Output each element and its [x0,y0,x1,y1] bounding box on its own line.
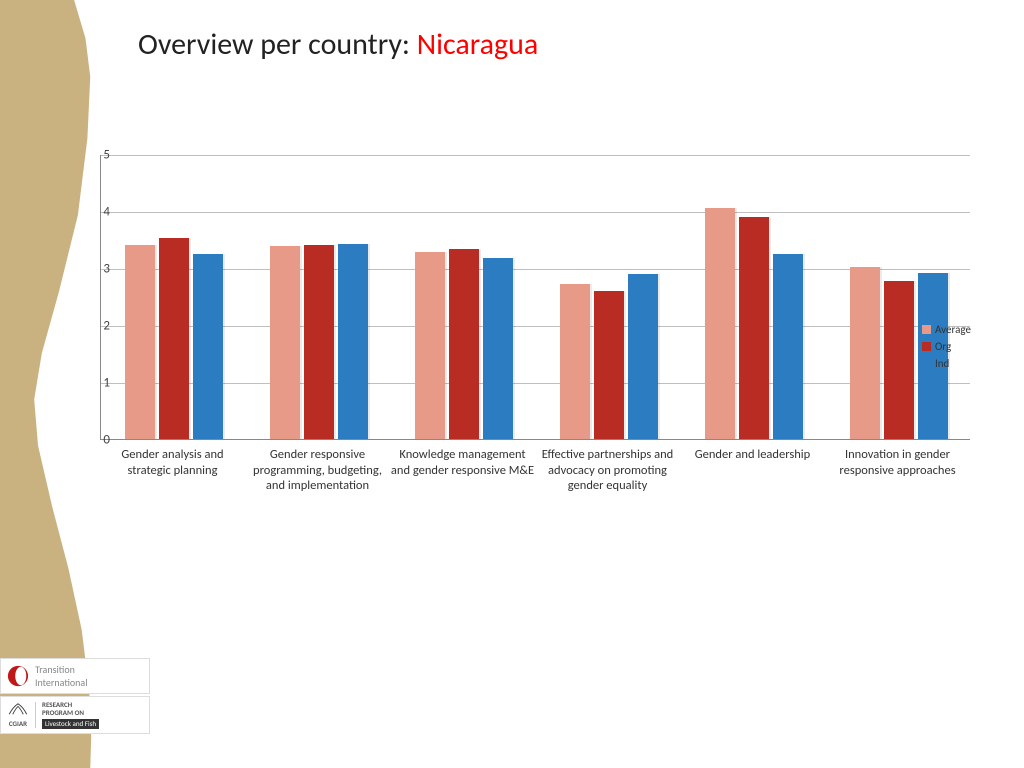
category-label: Gender and leadership [680,447,825,463]
bar [850,267,880,439]
y-axis-tick: 1 [96,376,110,391]
legend-label: Average [935,323,971,336]
cgiar-line3: Livestock and Fish [42,719,99,729]
wheat-icon [7,702,29,716]
bar [594,291,624,439]
logo-cgiar: CGIAR RESEARCH PROGRAM ON Livestock and … [0,696,150,734]
legend-item: Ind [922,357,986,370]
y-axis-tick: 5 [96,148,110,163]
side-decoration [0,0,95,768]
chart-plot-area [100,155,970,440]
title-prefix: Overview per country: [138,26,417,63]
logo-transition-international: Transition International [0,658,150,694]
bar [560,284,590,439]
bar [270,246,300,439]
bar [483,258,513,439]
legend-item: Org [922,340,986,353]
footer-logos: Transition International CGIAR RESEARCH … [0,658,150,736]
bar [884,281,914,439]
cgiar-text: CGIAR [7,719,29,728]
bar [628,274,658,439]
bar [193,254,223,439]
title-country: Nicaragua [417,26,539,63]
ti-text-1: Transition [35,663,88,676]
y-axis-tick: 2 [96,319,110,334]
bar [705,208,735,439]
bar-group [826,155,971,439]
bar [338,244,368,439]
legend-label: Ind [935,357,949,370]
category-label: Gender analysis and strategic planning [100,447,245,478]
bar-group [391,155,536,439]
legend-item: Average [922,323,986,336]
bar-group [536,155,681,439]
legend-swatch [922,342,931,351]
bar [159,238,189,439]
cgiar-line2: PROGRAM ON [42,709,99,717]
y-axis-tick: 0 [96,433,110,448]
bar-group [101,155,246,439]
category-label: Effective partnerships and advocacy on p… [535,447,680,494]
bar [125,245,155,439]
bar-chart: AverageOrgInd 012345Gender analysis and … [86,155,986,495]
category-label: Gender responsive programming, budgeting… [245,447,390,494]
bar-group [681,155,826,439]
y-axis-tick: 4 [96,205,110,220]
bar [304,245,334,439]
bar [449,249,479,439]
ti-logo-icon [7,665,29,687]
legend-label: Org [935,340,951,353]
category-label: Knowledge management and gender responsi… [390,447,535,478]
bar [739,217,769,439]
legend-swatch [922,359,931,368]
page-title: Overview per country: Nicaragua [138,26,538,63]
ti-text-2: International [35,676,88,689]
bar [415,252,445,439]
bar [773,254,803,439]
category-label: Innovation in gender responsive approach… [825,447,970,478]
legend-swatch [922,325,931,334]
bar-group [246,155,391,439]
chart-legend: Average Org Ind [922,323,986,374]
y-axis-tick: 3 [96,262,110,277]
